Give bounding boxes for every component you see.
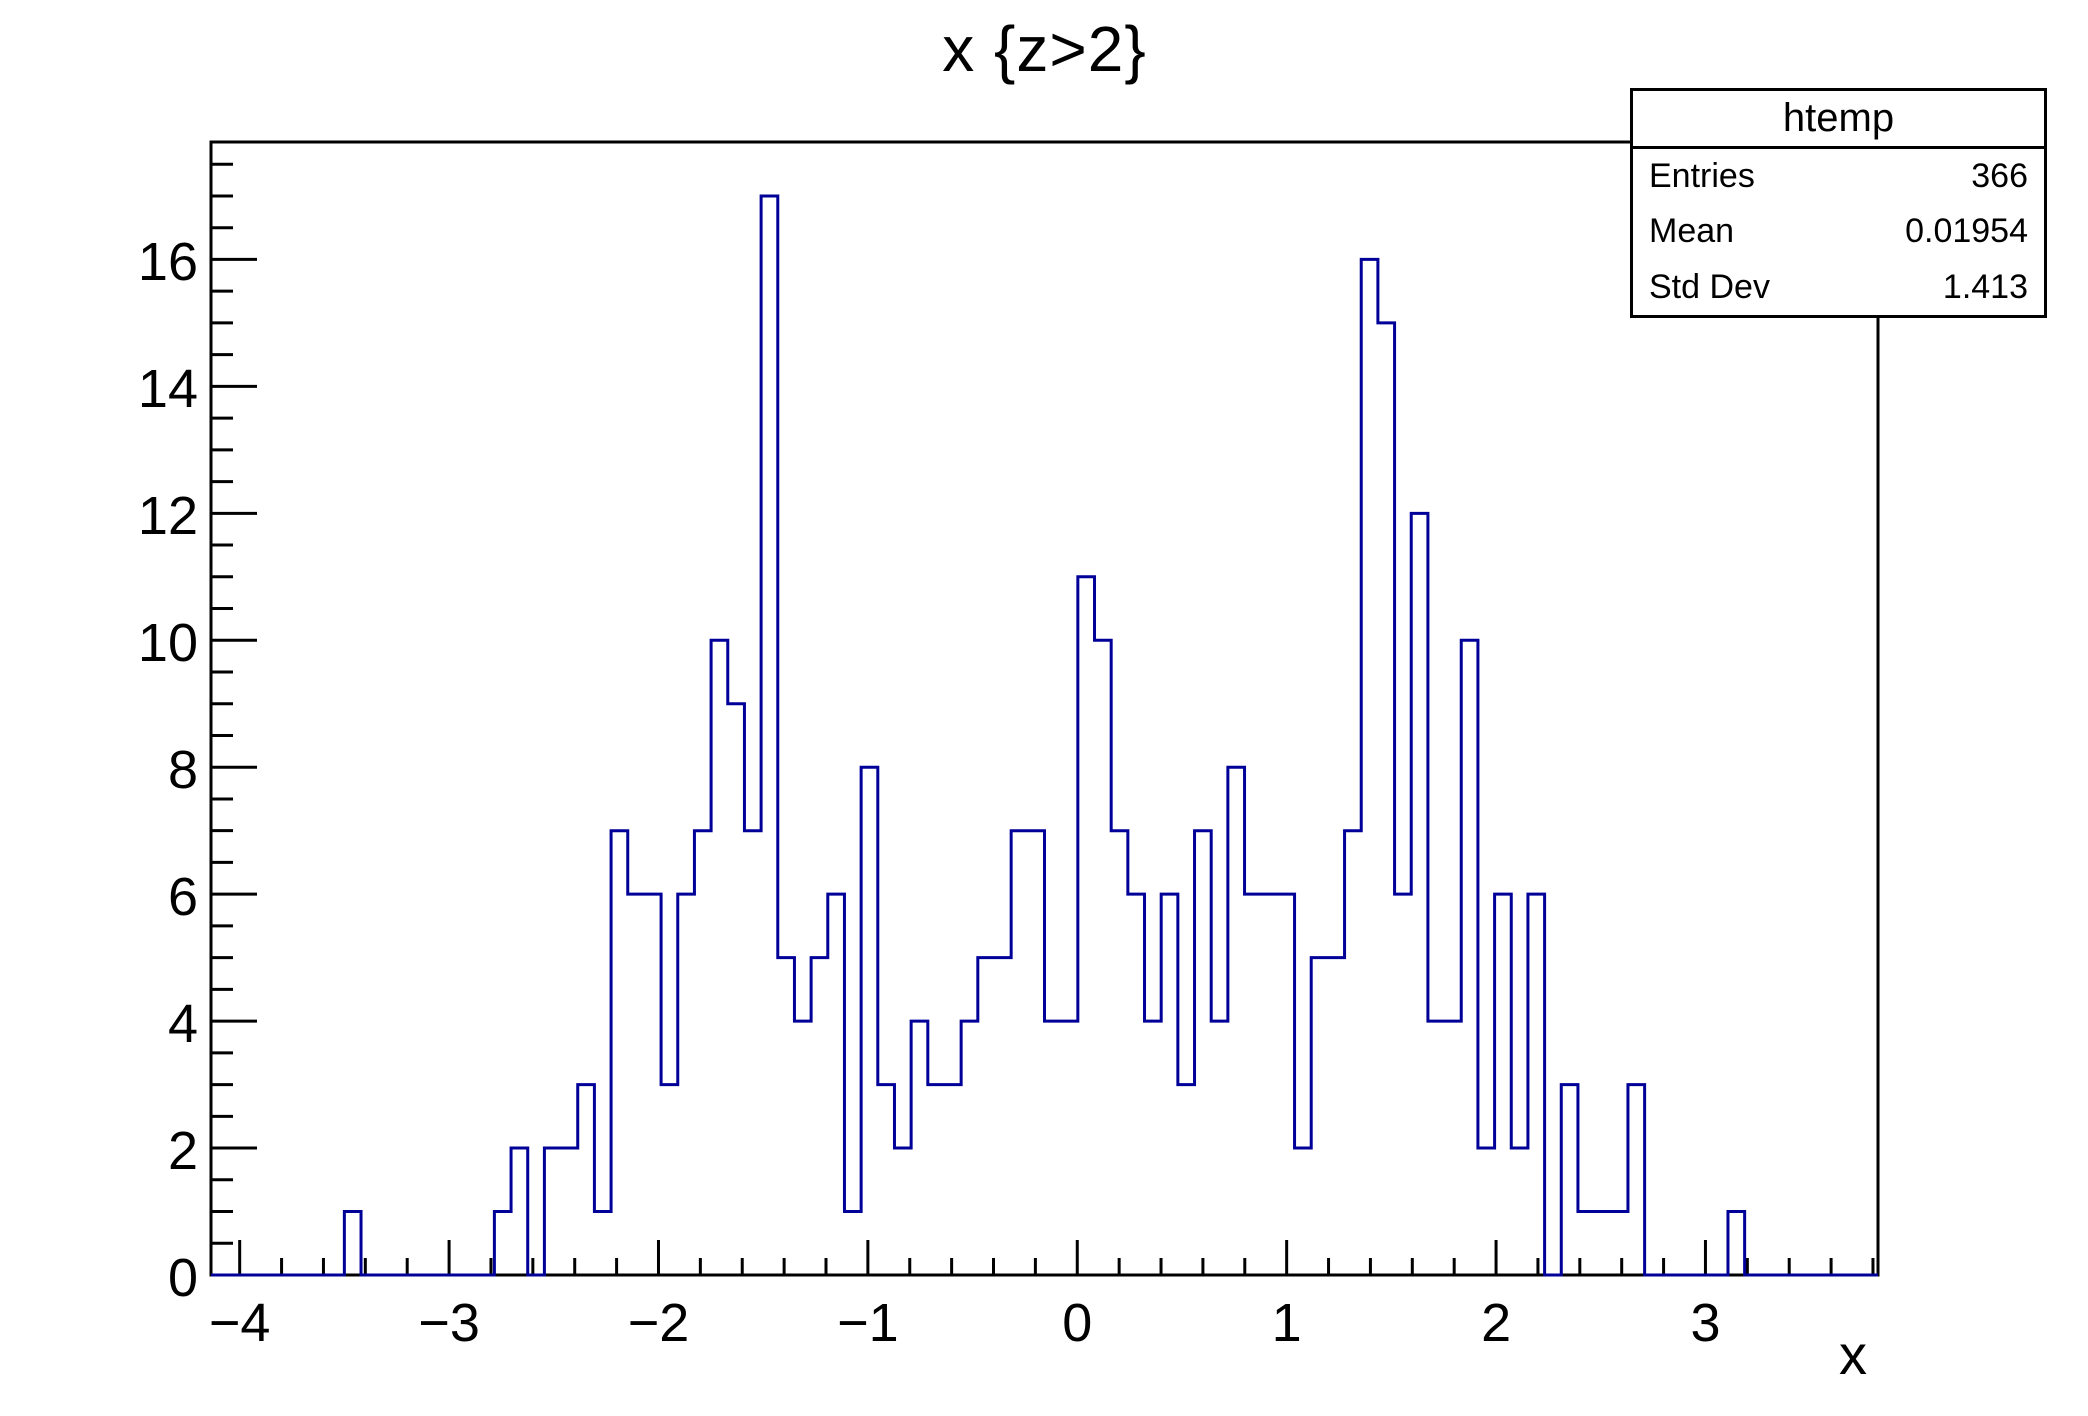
stats-value-stddev: 1.413 xyxy=(1942,267,2028,306)
y-axis-tick-label: 10 xyxy=(137,613,198,674)
stats-label-mean: Mean xyxy=(1649,212,1735,251)
y-axis-tick-label: 6 xyxy=(167,867,198,928)
x-axis-tick-label: −1 xyxy=(837,1293,899,1353)
x-axis-tick-label: 3 xyxy=(1690,1293,1721,1353)
stats-box-title: htemp xyxy=(1633,91,2044,149)
x-axis-title: x xyxy=(1839,1323,1867,1386)
stats-row-stddev: Std Dev 1.413 xyxy=(1649,268,2028,307)
x-axis-tick-label: 0 xyxy=(1062,1293,1093,1353)
x-axis-tick-label: −2 xyxy=(627,1293,690,1353)
y-axis-tick-label: 16 xyxy=(137,232,198,293)
plot-title: x {z>2} xyxy=(942,13,1147,85)
y-axis-tick-label: 4 xyxy=(167,994,198,1055)
stats-box-rows: Entries 366 Mean 0.01954 Std Dev 1.413 xyxy=(1633,149,2044,315)
stats-label-stddev: Std Dev xyxy=(1649,267,1770,306)
y-axis-tick-label: 12 xyxy=(137,486,198,547)
y-axis-tick-label: 8 xyxy=(167,740,198,801)
stats-row-entries: Entries 366 xyxy=(1649,157,2028,196)
y-axis-tick-label: 14 xyxy=(137,359,198,420)
y-axis-tick-label: 0 xyxy=(167,1248,198,1308)
stats-value-entries: 366 xyxy=(1971,157,2028,196)
x-axis-tick-label: −4 xyxy=(208,1293,271,1353)
histogram-step-line xyxy=(211,194,1878,1277)
stats-row-mean: Mean 0.01954 xyxy=(1649,212,2028,251)
x-axis-tick-label: 2 xyxy=(1481,1293,1512,1353)
stats-value-mean: 0.01954 xyxy=(1905,212,2028,251)
plot-frame xyxy=(209,140,1880,1277)
x-axis-tick-label: 1 xyxy=(1271,1293,1302,1353)
x-axis-tick-label: −3 xyxy=(418,1293,480,1353)
y-axis-tick-label: 2 xyxy=(167,1121,198,1182)
stats-box: htemp Entries 366 Mean 0.01954 Std Dev 1… xyxy=(1630,88,2047,318)
stats-label-entries: Entries xyxy=(1649,157,1755,196)
